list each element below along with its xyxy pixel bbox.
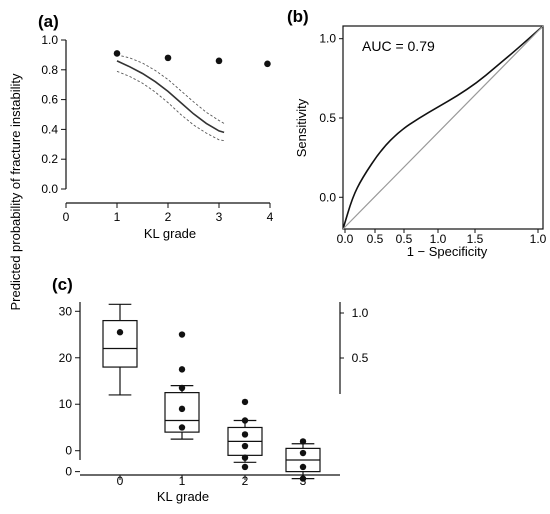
box-point: [299, 463, 307, 471]
panel-c-label: (c): [52, 275, 73, 294]
box-point: [241, 398, 249, 406]
box-point: [299, 449, 307, 457]
panel-b-series: [342, 25, 544, 230]
panel-b-x-tick-label: 1.0: [430, 232, 447, 246]
panel-c-x-tick-label: 1: [179, 474, 186, 488]
box-point: [116, 329, 124, 336]
box-point: [178, 405, 186, 413]
panel-a: (a) 0 1 2 3 4 0.0 0.2 0.4 0.6 0.8 1.0 KL grade: [38, 12, 274, 241]
shared-y-axis-label: Predicted probability of fracture instab…: [8, 73, 23, 311]
box-point: [299, 475, 307, 482]
panel-b-x-tick-label: 1.0: [530, 232, 547, 246]
panel-c-right-tick-label: 0.5: [352, 351, 369, 365]
panel-b-y-tick-label: 0.0: [319, 190, 336, 204]
panel-a-axes: [65, 40, 270, 204]
panel-c-axes: [79, 302, 341, 476]
panel-c-y-tick-label: 0: [65, 444, 72, 458]
panel-a-x-tick-label: 3: [216, 210, 223, 224]
box-group-kl-2: [227, 398, 263, 471]
panel-b-x-axis-label: 1 − Specificity: [407, 244, 488, 259]
panel-b-ticks: 0.0 0.5 0.5 1.0 1.5 1.0 0.0 0.5 1.0: [319, 32, 546, 246]
panel-c-y-tick-label: 30: [59, 304, 73, 318]
panel-c-x-tick-label: 2: [242, 474, 249, 488]
panel-b-x-tick-label: 0.0: [337, 232, 354, 246]
box-group-kl-3: [285, 438, 321, 482]
panel-a-series: [113, 50, 271, 142]
panel-c-right-tick-label: 1.0: [352, 306, 369, 320]
panel-a-dashed-lower-band: [116, 70, 225, 142]
panel-a-x-tick-label: 1: [114, 210, 121, 224]
box-point: [178, 424, 186, 431]
panel-a-y-tick-label: 0.8: [41, 63, 58, 77]
panel-a-x-tick-label: 2: [165, 210, 172, 224]
panel-c-x-axis-label: KL grade: [157, 489, 209, 504]
panel-b-y-tick-label: 0.5: [319, 111, 336, 125]
panel-c-y-tick-label: 20: [59, 351, 73, 365]
panel-a-y-tick-label: 0.4: [41, 122, 58, 136]
box-iqr: [102, 319, 138, 368]
panel-b-x-tick-label: 0.5: [367, 232, 384, 246]
panel-b-y-tick-label: 1.0: [319, 32, 336, 46]
auc-annotation: AUC = 0.79: [362, 38, 435, 54]
panel-a-fitted-curve: [116, 60, 225, 134]
panel-a-y-tick-label: 1.0: [41, 33, 58, 47]
panel-a-y-tick-label: 0.6: [41, 93, 58, 107]
panel-a-y-tick-label: 0.2: [41, 152, 58, 166]
box-point: [241, 463, 249, 471]
box-point: [241, 417, 249, 424]
panel-a-point: [113, 50, 121, 57]
box-point: [178, 331, 186, 338]
panel-c-x-tick-label: 0: [117, 474, 124, 488]
box-point: [178, 366, 186, 373]
panel-c-y-tick-label: 0: [65, 465, 72, 479]
panel-c-y-tick-label: 10: [59, 397, 73, 411]
panel-a-dashed-upper-band: [116, 54, 225, 124]
panel-b-label: (b): [287, 7, 309, 26]
panel-a-point: [215, 57, 223, 65]
panel-a-x-tick-label: 0: [63, 210, 70, 224]
box-point: [241, 431, 249, 438]
panel-a-x-tick-label: 4: [267, 210, 274, 224]
box-point: [241, 454, 249, 461]
box-point: [299, 438, 307, 445]
panel-b-y-axis-label: Sensitivity: [294, 98, 309, 157]
box-group-kl-1: [164, 331, 200, 440]
panel-b-x-tick-label: 1.5: [467, 232, 484, 246]
panel-b-x-tick-label: 0.5: [396, 232, 413, 246]
panel-a-y-tick-label: 0.0: [41, 182, 58, 196]
reference-diagonal-line: [342, 25, 544, 230]
box-point: [241, 442, 249, 450]
panel-c-boxes: [102, 303, 321, 482]
box-point: [178, 384, 186, 392]
panel-a-label: (a): [38, 12, 59, 31]
panel-a-x-axis-label: KL grade: [144, 226, 196, 241]
box-group-kl-0: [102, 303, 138, 396]
panel-a-ticks: 0 1 2 3 4 0.0 0.2 0.4 0.6 0.8 1.0: [41, 33, 273, 224]
roc-curve: [342, 25, 544, 230]
panel-a-point: [264, 60, 271, 68]
panel-b-frame: [342, 25, 544, 230]
panel-b: (b) 0.0 0.5 0.5 1.0 1.5 1.0 0.0 0.5 1.0 AUC = 0.…: [287, 7, 547, 259]
panel-a-point: [164, 54, 172, 62]
